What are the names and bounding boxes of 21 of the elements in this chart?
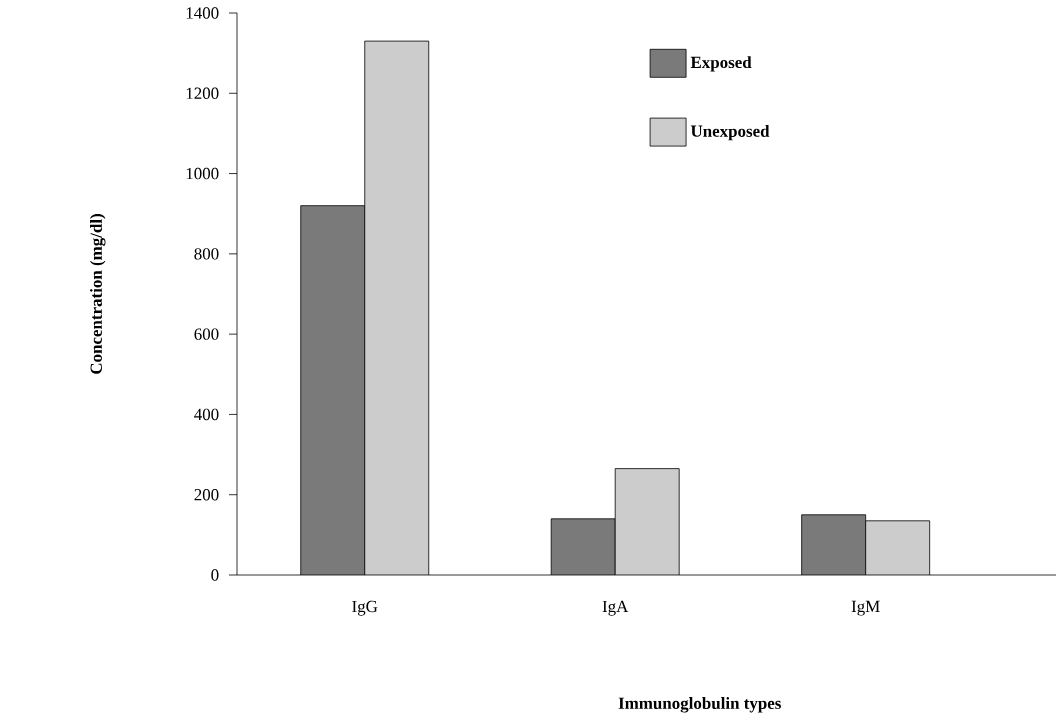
y-tick-label: 200 bbox=[194, 489, 219, 501]
y-tick-label: 1200 bbox=[186, 87, 219, 99]
x-tick-label: IgG bbox=[352, 600, 378, 616]
y-tick-label: 1000 bbox=[186, 167, 219, 180]
bar bbox=[551, 518, 616, 575]
y-tick-label: 600 bbox=[194, 328, 219, 340]
bar bbox=[865, 520, 931, 575]
y-tick-label: 0 bbox=[211, 569, 219, 581]
x-axis-title: Immunoglobulin types bbox=[618, 697, 781, 713]
y-axis-title: Concentration (mg/dl) bbox=[90, 214, 106, 374]
x-tick-label: IgA bbox=[602, 600, 629, 616]
legend-label: Exposed bbox=[690, 56, 752, 72]
bar bbox=[801, 514, 867, 575]
legend-label: Unexposed bbox=[690, 124, 770, 141]
bar bbox=[300, 205, 365, 575]
y-tick-label: 1400 bbox=[186, 7, 219, 19]
bar bbox=[615, 468, 680, 575]
bar bbox=[364, 41, 429, 575]
y-tick-label: 800 bbox=[194, 248, 219, 260]
y-tick-label: 400 bbox=[194, 408, 219, 421]
x-tick-label: IgM bbox=[851, 600, 880, 616]
